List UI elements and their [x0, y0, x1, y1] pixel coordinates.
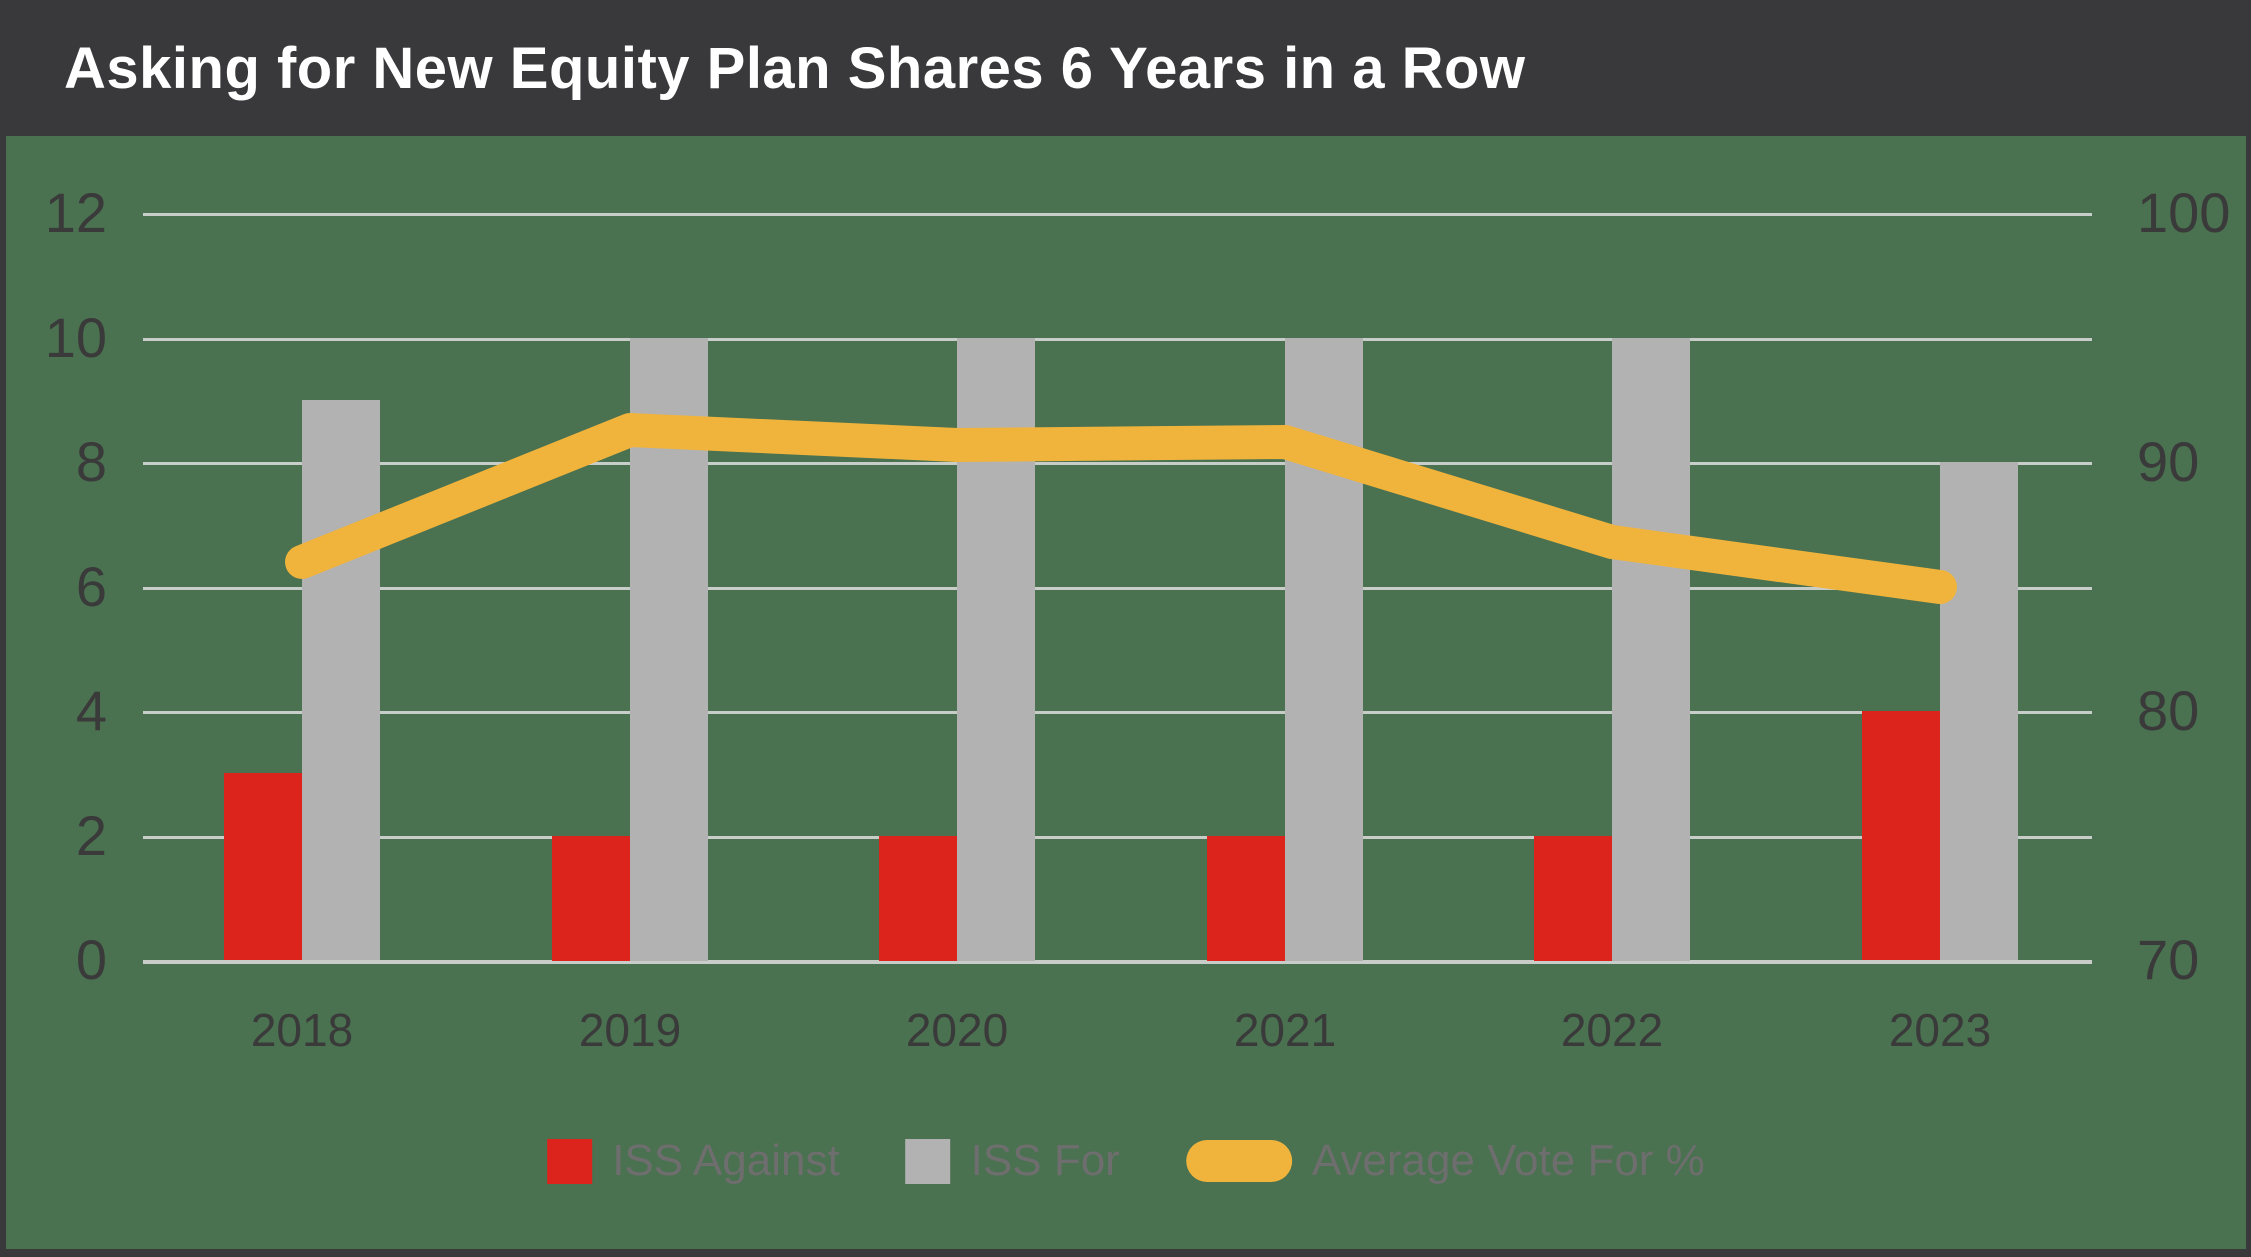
average-vote-line — [285, 413, 1957, 604]
y-axis-right-tick-70: 70 — [2137, 928, 2200, 991]
bar-iss-against-2020 — [879, 836, 957, 961]
gridline-2 — [143, 836, 2092, 839]
plot-area: 0 2 4 6 8 10 12 70 80 90 100 2018 2019 2020 2021 2022 2… — [6, 136, 2246, 1249]
legend-swatch-line — [1185, 1140, 1292, 1182]
legend-label: Average Vote For % — [1311, 1136, 1705, 1185]
legend-label: ISS Against — [612, 1136, 840, 1185]
y-axis-right-tick-100: 100 — [2137, 181, 2231, 244]
gridline-10 — [143, 338, 2092, 341]
legend-swatch-square — [547, 1138, 593, 1184]
bar-iss-against-2023 — [1862, 711, 1940, 960]
legend-item-average-vote-for-: Average Vote For % — [1185, 1136, 1705, 1186]
bar-iss-for-2022 — [1612, 338, 1690, 961]
bar-iss-for-2018 — [302, 400, 380, 960]
y-axis-left-tick-0: 0 — [75, 928, 107, 991]
legend-label: ISS For — [970, 1136, 1120, 1185]
y-axis-right-tick-90: 90 — [2137, 430, 2200, 493]
gridline-4 — [143, 711, 2092, 714]
bar-iss-for-2019 — [630, 338, 708, 961]
bar-iss-against-2022 — [1534, 836, 1612, 961]
title-bar: Asking for New Equity Plan Shares 6 Year… — [0, 0, 2251, 136]
x-axis-label-2022: 2022 — [1560, 1004, 1664, 1056]
legend-swatch-square — [905, 1138, 951, 1184]
chart-title: Asking for New Equity Plan Shares 6 Year… — [64, 35, 1526, 101]
bar-iss-for-2020 — [957, 338, 1035, 961]
bar-iss-for-2021 — [1285, 338, 1363, 961]
gridline-12 — [143, 213, 2092, 216]
y-axis-left-tick-12: 12 — [44, 181, 107, 244]
y-axis-right-tick-80: 80 — [2137, 679, 2200, 742]
y-axis-left-tick-10: 10 — [44, 306, 107, 369]
x-axis-label-2018: 2018 — [250, 1004, 354, 1056]
x-axis-label-2020: 2020 — [905, 1004, 1009, 1056]
y-axis-left-tick-2: 2 — [75, 804, 107, 867]
legend-item-iss-for: ISS For — [905, 1136, 1120, 1186]
bar-iss-against-2021 — [1207, 836, 1285, 961]
gridline-0 — [143, 960, 2092, 964]
y-axis-left-tick-6: 6 — [75, 555, 107, 618]
bar-iss-against-2019 — [552, 836, 630, 961]
x-axis-label-2021: 2021 — [1233, 1004, 1337, 1056]
legend: ISS Against ISS For Average Vote For % — [547, 1136, 1705, 1186]
legend-item-iss-against: ISS Against — [547, 1136, 840, 1186]
x-axis-label-2019: 2019 — [578, 1004, 682, 1056]
y-axis-left-tick-4: 4 — [75, 679, 107, 742]
bar-iss-for-2023 — [1940, 462, 2018, 960]
y-axis-left-tick-8: 8 — [75, 430, 107, 493]
gridline-6 — [143, 587, 2092, 590]
x-axis-label-2023: 2023 — [1888, 1004, 1992, 1056]
gridline-8 — [143, 462, 2092, 465]
bar-iss-against-2018 — [224, 773, 302, 960]
